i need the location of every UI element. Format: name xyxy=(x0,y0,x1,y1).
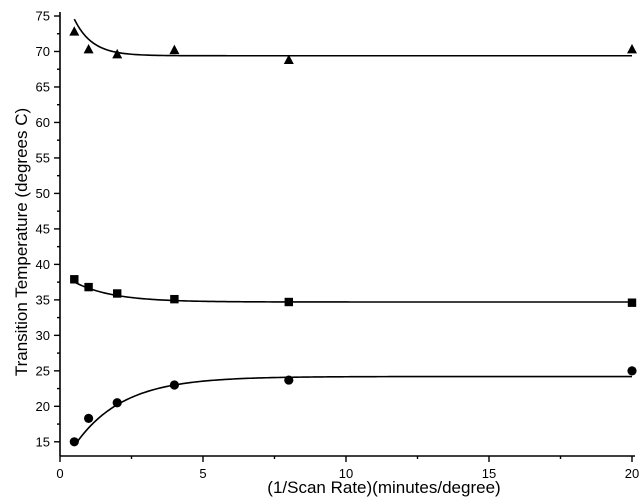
x-axis-title: (1/Scan Rate)(minutes/degree) xyxy=(267,478,500,497)
x-tick-label: 10 xyxy=(339,466,353,481)
circle-point xyxy=(112,398,122,408)
data-markers xyxy=(69,26,637,447)
y-tick-label: 30 xyxy=(36,328,50,343)
triangle-point xyxy=(112,48,123,59)
circle-point xyxy=(627,366,637,376)
y-tick-label: 20 xyxy=(36,399,50,414)
y-tick-label: 35 xyxy=(36,292,50,307)
y-axis-title: Transition Temperature (degrees C) xyxy=(12,108,31,376)
x-tick-label: 5 xyxy=(199,466,206,481)
square-point xyxy=(170,294,179,304)
triangle-point xyxy=(627,43,637,54)
x-tick-label: 15 xyxy=(482,466,496,481)
y-tick-label: 65 xyxy=(36,79,50,94)
y-tick-label: 60 xyxy=(36,115,50,130)
circle-point xyxy=(69,437,79,447)
square-point xyxy=(113,289,122,298)
circle-point xyxy=(169,380,179,390)
fit-curve-circle xyxy=(73,375,632,447)
triangle-point xyxy=(83,43,94,54)
y-tick-label: 50 xyxy=(36,186,50,201)
square-point xyxy=(627,298,637,307)
fit-curve-triangle xyxy=(73,18,632,57)
y-tick-label: 45 xyxy=(36,221,50,236)
x-tick-label: 0 xyxy=(56,466,63,481)
square-point xyxy=(84,282,93,292)
fit-curve-square xyxy=(73,281,632,303)
y-tick-label: 55 xyxy=(36,150,50,165)
square-point xyxy=(70,275,79,284)
y-tick-label: 75 xyxy=(36,9,50,24)
fit-curves xyxy=(73,18,632,447)
x-tick-label: 20 xyxy=(625,466,639,481)
square-point xyxy=(284,297,293,307)
y-tick-label: 40 xyxy=(36,257,50,272)
triangle-point xyxy=(69,26,80,36)
circle-point xyxy=(284,375,294,385)
y-tick-label: 70 xyxy=(36,44,50,59)
y-tick-label: 25 xyxy=(36,363,50,378)
axes: 0 5 10 15 20 15 20 25 30 35 40 45 50 55 60 65 70 75 xyxy=(36,9,640,482)
circle-point xyxy=(84,413,94,423)
triangle-point xyxy=(169,44,180,55)
triangle-point xyxy=(283,54,294,65)
y-tick-label: 15 xyxy=(36,434,50,449)
